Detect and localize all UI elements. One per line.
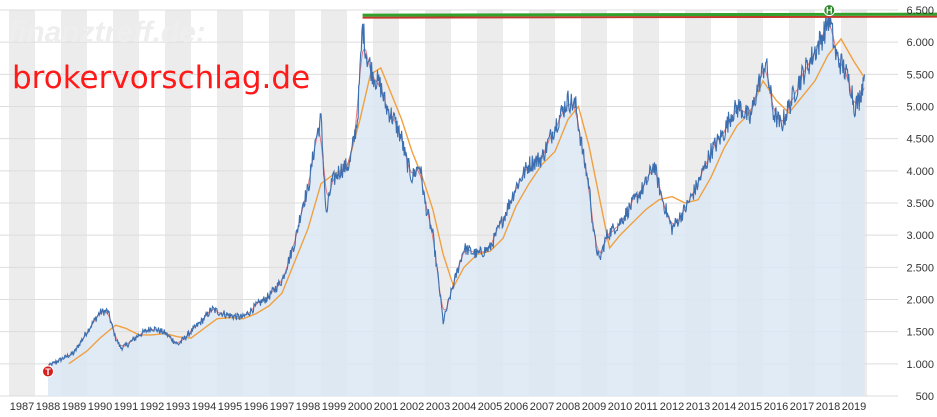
x-tick-label: 2000	[348, 401, 372, 413]
y-tick-label: 500	[916, 391, 934, 403]
x-tick-label: 1999	[322, 401, 346, 413]
x-tick-label: 1992	[140, 401, 164, 413]
all-time-high-line	[362, 12, 937, 17]
x-tick-label: 1991	[114, 401, 138, 413]
x-tick-label: 2019	[842, 401, 866, 413]
x-tick-label: 2014	[712, 401, 736, 413]
x-tick-label: 2009	[582, 401, 606, 413]
chart-markers: HT	[42, 4, 836, 378]
x-tick-label: 1989	[62, 401, 86, 413]
x-tick-label: 2017	[790, 401, 814, 413]
x-tick-label: 2002	[400, 401, 424, 413]
x-tick-label: 2007	[530, 401, 554, 413]
x-tick-label: 2001	[374, 401, 398, 413]
x-tick-label: 1993	[166, 401, 190, 413]
x-tick-label: 1997	[270, 401, 294, 413]
x-tick-label: 2013	[686, 401, 710, 413]
x-tick-label: 2016	[764, 401, 788, 413]
low-marker	[42, 365, 54, 378]
low-marker-label: T	[45, 367, 51, 377]
moving-average-line	[68, 37, 865, 365]
x-tick-label: 2015	[738, 401, 762, 413]
y-tick-label: 2.000	[906, 295, 934, 307]
y-tick-label: 6.500	[906, 5, 934, 17]
x-tick-label: 2006	[504, 401, 528, 413]
price-line	[47, 4, 865, 369]
x-tick-label: 2018	[816, 401, 840, 413]
y-axis-labels: 500 1.000 1.500 2.000 2.500 3.000 3.500 4.000 4.…	[906, 5, 934, 403]
x-axis-labels: 1987 1988 1989 1990 1991 1992 1993 1994 1995 1996…	[10, 401, 866, 413]
brand-logo-text: brokervorschlag.de	[12, 60, 310, 96]
y-tick-label: 5.500	[906, 69, 934, 81]
y-tick-label: 4.500	[906, 134, 934, 146]
x-tick-label: 1990	[88, 401, 112, 413]
y-tick-label: 1.000	[906, 359, 934, 371]
x-tick-label: 2012	[660, 401, 684, 413]
x-tick-label: 2004	[452, 401, 476, 413]
y-tick-label: 5.000	[906, 102, 934, 114]
y-tick-label: 3.500	[906, 198, 934, 210]
x-tick-label: 1994	[192, 401, 216, 413]
y-tick-label: 1.500	[906, 327, 934, 339]
high-marker-label: H	[826, 6, 833, 16]
y-tick-label: 2.500	[906, 262, 934, 274]
y-tick-label: 4.000	[906, 166, 934, 178]
x-tick-label: 1995	[218, 401, 242, 413]
x-tick-label: 1987	[10, 401, 34, 413]
x-tick-label: 1996	[244, 401, 268, 413]
x-tick-label: 2005	[478, 401, 502, 413]
all-time-high-shadow-line	[362, 15, 937, 19]
x-tick-label: 2011	[634, 401, 658, 413]
price-area-fill	[48, 4, 865, 396]
x-tick-label: 2003	[426, 401, 450, 413]
x-tick-label: 2010	[608, 401, 632, 413]
x-tick-label: 2008	[556, 401, 580, 413]
x-tick-label: 1988	[36, 401, 60, 413]
watermark-text: finanztreff.de:	[8, 16, 206, 49]
high-marker	[823, 4, 836, 17]
y-tick-label: 3.000	[906, 230, 934, 242]
x-tick-label: 1998	[296, 401, 320, 413]
y-tick-label: 6.000	[906, 37, 934, 49]
